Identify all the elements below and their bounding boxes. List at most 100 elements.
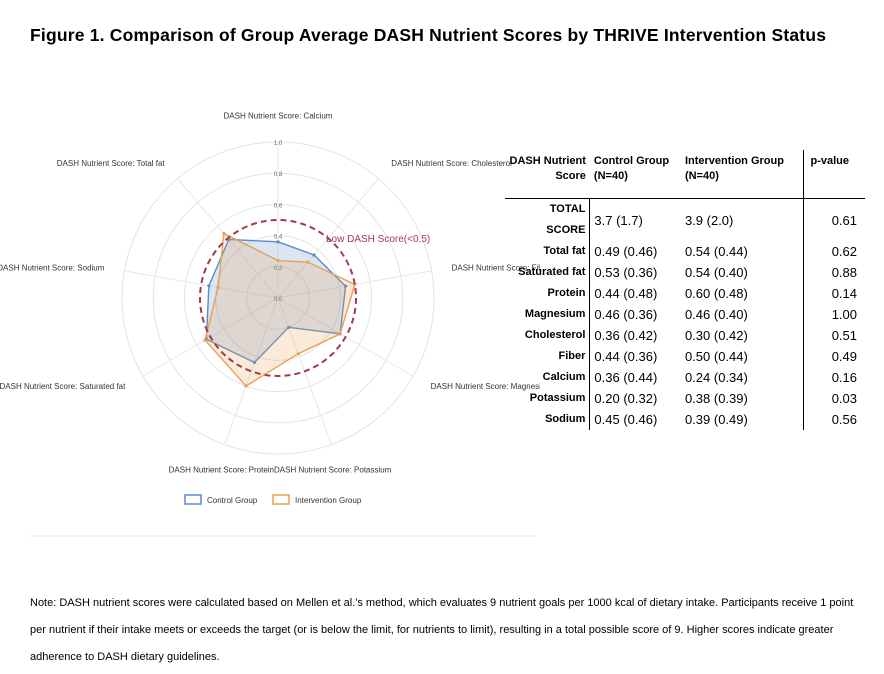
threshold-layer: Low DASH Score(<0.5) (199, 219, 430, 377)
series-0-point (252, 360, 257, 365)
series-0-point (276, 240, 280, 244)
series-1-point (296, 352, 300, 356)
row-intervention: 0.38 (0.39) (684, 391, 748, 406)
row-nutrient: Fiber (505, 346, 591, 367)
dash-score-table-container: DASH Nutrient Score Control Group (N=40)… (505, 150, 865, 430)
radar-ticks: 0.0 0.2 0.4 0.6 0.8 1.0 (274, 141, 283, 303)
series-0-point (207, 284, 211, 288)
row-intervention: 0.60 (0.48) (684, 286, 748, 301)
row-control: 0.44 (0.48) (594, 286, 658, 301)
row-control: 0.46 (0.36) (594, 307, 658, 322)
legend-label-0: Control Group (207, 496, 258, 505)
series-1-point (216, 285, 220, 290)
row-intervention: 0.46 (0.40) (684, 307, 748, 322)
row-p-value: 0.03 (803, 388, 865, 409)
legend-label-1: Intervention Group (295, 496, 362, 505)
threshold-label: Low DASH Score(<0.5) (326, 234, 430, 245)
row-control: 0.20 (0.32) (594, 391, 658, 406)
row-nutrient: Cholesterol (505, 325, 591, 346)
row-intervention: 0.50 (0.44) (684, 349, 748, 364)
tick-label: 0.4 (274, 235, 283, 241)
tick-label: 0.2 (274, 266, 283, 272)
series-1-point (222, 231, 226, 236)
row-nutrient: Sodium (505, 409, 591, 430)
tick-label: 0.6 (274, 203, 283, 209)
series-1-point (306, 260, 310, 264)
row-nutrient: Magnesium (505, 304, 591, 325)
row-intervention: 0.39 (0.49) (684, 412, 748, 427)
figure-note: Note: DASH nutrient scores were calculat… (30, 597, 854, 663)
row-intervention: 0.54 (0.44) (684, 244, 748, 259)
series-1-point (203, 338, 207, 342)
table-row: Protein 0.44 (0.48) 0.60 (0.48) 0.14 (505, 283, 865, 304)
row-p-value: 0.61 (803, 198, 865, 241)
row-nutrient: Protein (505, 283, 591, 304)
legend-swatch-1 (272, 494, 290, 505)
axis-label: DASH Nutrient Score: Potassium (274, 466, 392, 475)
row-nutrient: Saturated fat (505, 262, 591, 283)
row-control: 0.36 (0.44) (594, 370, 658, 385)
series-1-point (276, 258, 280, 263)
table-row: Cholesterol 0.36 (0.42) 0.30 (0.42) 0.51 (505, 325, 865, 346)
row-p-value: 0.88 (803, 262, 865, 283)
grid-spoke (224, 297, 279, 445)
row-control: 0.44 (0.36) (594, 349, 658, 364)
table-body: TOTAL SCORE 3.7 (1.7) 3.9 (2.0) 0.61 Total f… (505, 198, 865, 430)
tick-label: 0.8 (274, 172, 283, 178)
row-nutrient: Potassium (505, 388, 591, 409)
table-row: Sodium 0.45 (0.46) 0.39 (0.49) 0.56 (505, 409, 865, 430)
row-intervention: 0.54 (0.40) (684, 265, 748, 280)
series-area-1 (204, 232, 356, 387)
tick-label: 0.0 (274, 297, 283, 303)
table-row: Saturated fat 0.53 (0.36) 0.54 (0.40) 0.88 (505, 262, 865, 283)
row-nutrient: TOTAL SCORE (505, 198, 591, 241)
series-0-point (312, 253, 316, 257)
series-0-point (287, 325, 291, 329)
header-nutrient: DASH Nutrient Score (509, 155, 586, 182)
axis-label: DASH Nutrient Score: Magnesium (431, 382, 540, 391)
axis-label: DASH Nutrient Score: Sodium (0, 263, 105, 272)
row-p-value: 0.51 (803, 325, 865, 346)
radar-chart: 0.00.20.40.60.81.0 Low DASH Score(<0.5) … (0, 112, 540, 537)
dash-score-table: DASH Nutrient Score Control Group (N=40)… (505, 150, 865, 430)
row-nutrient: Calcium (505, 367, 591, 388)
table-row: Fiber 0.44 (0.36) 0.50 (0.44) 0.49 (505, 346, 865, 367)
row-intervention: 3.9 (2.0) (680, 198, 804, 241)
row-p-value: 0.56 (803, 409, 865, 430)
row-p-value: 0.16 (803, 367, 865, 388)
radar-grid (121, 141, 435, 455)
row-intervention: 0.24 (0.34) (684, 370, 748, 385)
table-row: Calcium 0.36 (0.44) 0.24 (0.34) 0.16 (505, 367, 865, 388)
series-1-point (338, 332, 342, 336)
header-p-value: p-value (803, 150, 865, 199)
table-row: TOTAL SCORE 3.7 (1.7) 3.9 (2.0) 0.61 (505, 198, 865, 241)
row-control: 0.36 (0.42) (594, 328, 658, 343)
axis-label: DASH Nutrient Score: Fiber (452, 263, 540, 272)
header-control: Control Group (N=40) (593, 155, 670, 182)
series-0-point (343, 284, 348, 288)
tick-label: 1.0 (274, 141, 283, 147)
grid-spoke (124, 270, 279, 299)
row-p-value: 0.49 (803, 346, 865, 367)
row-control: 3.7 (1.7) (589, 198, 681, 241)
axis-label: DASH Nutrient Score: Protein (169, 466, 274, 475)
series-1-point (244, 384, 248, 388)
figure-title: Figure 1. Comparison of Group Average DA… (30, 25, 827, 45)
axis-label: DASH Nutrient Score: Cholesterol (391, 159, 512, 168)
axis-label: DASH Nutrient Score: Calcium (224, 112, 333, 121)
axis-labels: DASH Nutrient Score: Calcium DASH Nutrien… (0, 112, 540, 475)
row-nutrient: Total fat (505, 241, 591, 262)
row-p-value: 0.14 (803, 283, 865, 304)
axis-label: DASH Nutrient Score: Saturated fat (0, 382, 126, 391)
table-row: Magnesium 0.46 (0.36) 0.46 (0.40) 1.00 (505, 304, 865, 325)
header-intervention: Intervention Group (N=40) (684, 155, 784, 182)
radar-series-layer (203, 231, 357, 388)
axis-label: DASH Nutrient Score: Total fat (57, 159, 166, 168)
threshold-ring (199, 219, 357, 377)
row-p-value: 1.00 (803, 304, 865, 325)
row-intervention: 0.30 (0.42) (684, 328, 748, 343)
table-row: Potassium 0.20 (0.32) 0.38 (0.39) 0.03 (505, 388, 865, 409)
legend-swatch-0 (184, 494, 202, 505)
series-area-0 (205, 238, 347, 364)
table-header-row: DASH Nutrient Score Control Group (N=40)… (505, 150, 865, 199)
